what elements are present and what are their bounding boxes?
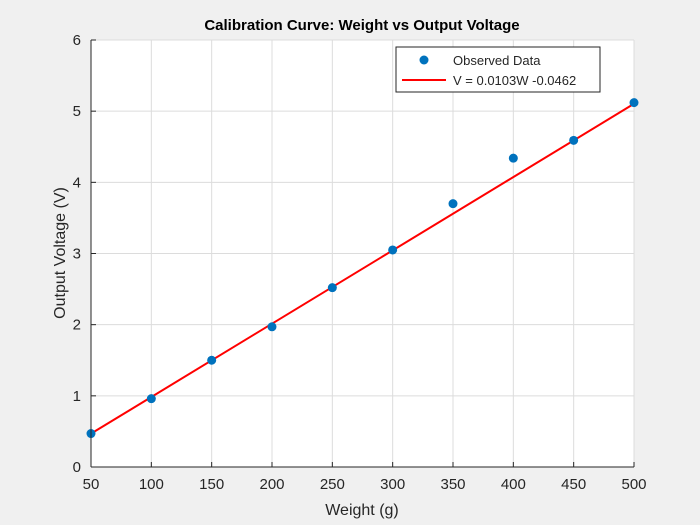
x-tick-label: 150: [199, 476, 224, 493]
x-axis-label: Weight (g): [325, 502, 399, 519]
legend: Observed Data V = 0.0103W -0.0462: [395, 46, 601, 93]
x-tick-label: 400: [501, 476, 526, 493]
x-tick-label: 50: [83, 476, 100, 493]
axes: 50 100 150 200 250 300 350 400 450 500 0 1 2 3 4 5 6: [73, 32, 647, 493]
marks: [86, 98, 639, 439]
y-axis-label: Output Voltage (V): [52, 187, 69, 319]
x-tick-label: 350: [440, 476, 465, 493]
data-point: [207, 355, 217, 365]
x-tick-label: 100: [139, 476, 164, 493]
data-point: [267, 322, 277, 332]
x-tick-label: 300: [380, 476, 405, 493]
chart-title: Calibration Curve: Weight vs Output Volt…: [204, 17, 519, 34]
x-tick-label: 450: [561, 476, 586, 493]
y-tick-label: 5: [73, 103, 81, 120]
y-tick-label: 6: [73, 32, 81, 49]
y-tick-label: 4: [73, 174, 81, 191]
y-tick-label: 2: [73, 317, 81, 334]
data-point: [327, 283, 337, 293]
x-tick-label: 200: [259, 476, 284, 493]
y-tick-label: 3: [73, 246, 81, 263]
data-point: [569, 135, 579, 145]
fit-line: [90, 102, 635, 435]
data-point: [448, 199, 458, 209]
data-point: [629, 98, 639, 108]
y-tick-label: 0: [73, 459, 81, 476]
data-point: [508, 153, 518, 163]
legend-marker-observed: [419, 55, 429, 65]
data-point: [146, 394, 156, 404]
legend-label-observed: Observed Data: [453, 53, 541, 68]
x-tick-label: 500: [621, 476, 646, 493]
y-tick-label: 1: [73, 388, 81, 405]
legend-box: [395, 46, 601, 93]
data-point: [388, 245, 398, 255]
legend-label-fit: V = 0.0103W -0.0462: [453, 73, 576, 88]
x-tick-label: 250: [320, 476, 345, 493]
